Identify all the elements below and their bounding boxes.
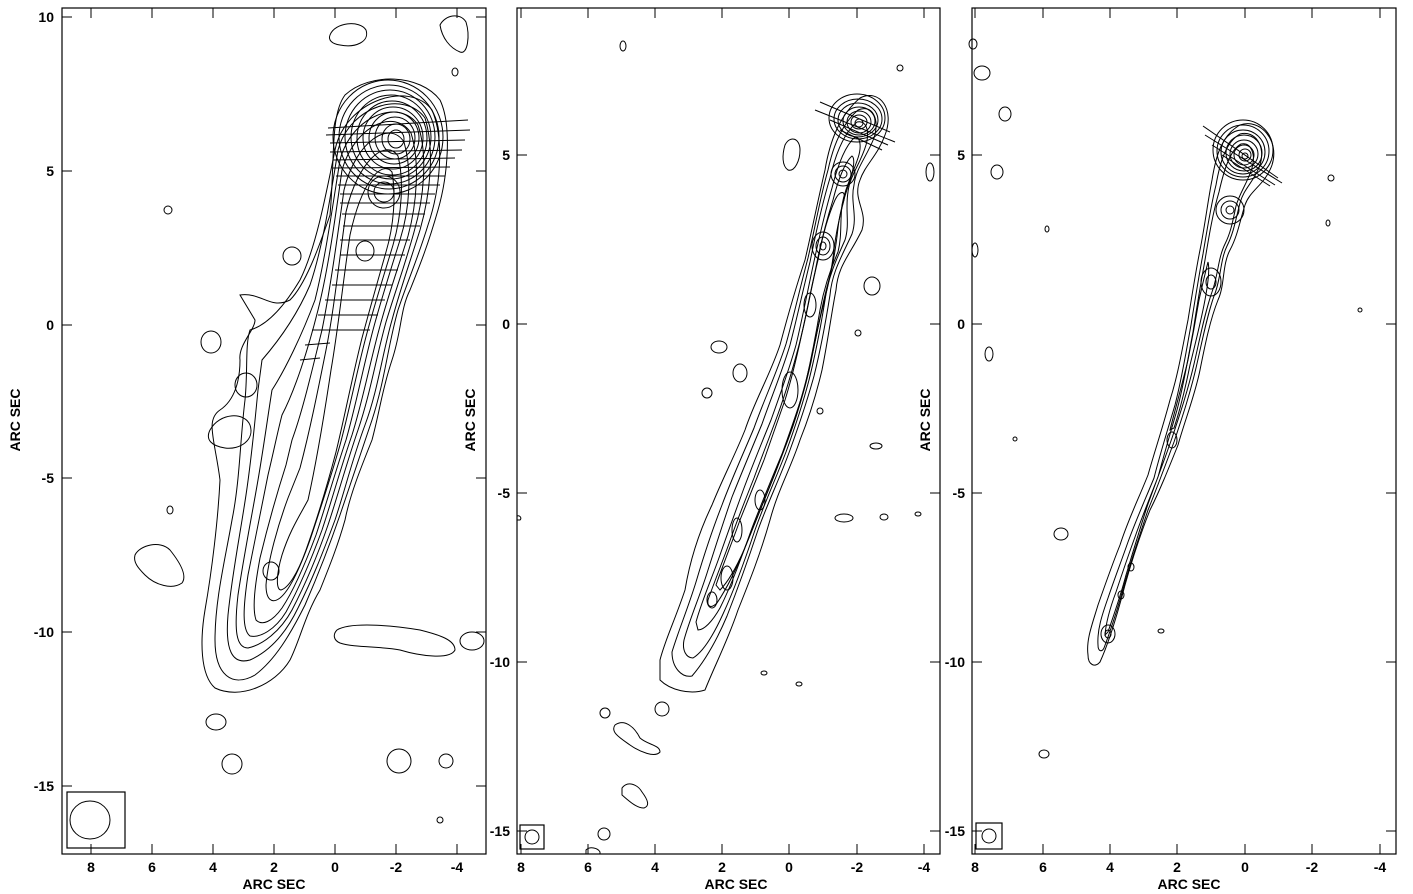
panel-right-jet-contours <box>1087 123 1275 666</box>
panel-left-x-tick-label: -2 <box>390 859 403 875</box>
panel-left-x-tick-label: 8 <box>87 859 95 875</box>
panel-left-y-tick-label: 0 <box>46 317 54 333</box>
panel-left-x-axis-label: ARC SEC <box>242 876 305 892</box>
panel-left: 8 6 4 2 0 -2 -4 10 5 0 -5 -10 -15 ARC SE… <box>7 7 487 892</box>
panel-left-y-tick-label: 10 <box>38 9 54 25</box>
panel-middle-y-ticks <box>517 154 940 832</box>
panel-right-polarization-vectors <box>1202 125 1283 187</box>
panel-middle: 8 6 4 2 0 -2 -4 5 0 -5 -10 -15 ARC SEC A… <box>462 7 941 892</box>
panel-right: 8 6 4 2 0 -2 -4 5 0 -5 -10 -15 ARC SEC A… <box>917 7 1397 892</box>
panel-right-x-tick-label: 4 <box>1106 859 1114 875</box>
panel-right-isolated-contours <box>968 38 1363 759</box>
panel-middle-x-axis-label: ARC SEC <box>704 876 767 892</box>
panel-right-frame <box>971 7 1397 855</box>
panel-left-x-tick-label: 6 <box>148 859 156 875</box>
panel-right-core-contours <box>1100 119 1274 644</box>
panel-middle-x-tick-label: -2 <box>851 859 864 875</box>
panel-middle-beam <box>519 824 545 850</box>
panel-middle-x-tick-label: 2 <box>718 859 726 875</box>
panel-right-x-tick-label: 8 <box>971 859 979 875</box>
panel-right-y-tick-label: -5 <box>953 485 966 501</box>
panel-right-y-tick-label: -10 <box>945 654 965 670</box>
panel-left-y-ticks <box>62 16 486 787</box>
panel-middle-polarization-vectors <box>814 101 896 151</box>
panel-left-y-tick-label: -10 <box>34 624 54 640</box>
panel-left-y-tick-label: -15 <box>34 778 54 794</box>
panel-right-y-tick-label: -15 <box>945 823 965 839</box>
panel-left-y-tick-label: 5 <box>46 163 54 179</box>
panel-middle-jet-contours <box>659 95 889 693</box>
panel-left-y-axis-label: ARC SEC <box>7 388 23 451</box>
panel-middle-x-tick-label: 8 <box>517 859 525 875</box>
panel-middle-x-tick-label: -4 <box>918 859 931 875</box>
panel-middle-y-tick-label: -15 <box>490 823 510 839</box>
panel-right-x-tick-label: -4 <box>1374 859 1387 875</box>
panel-left-x-tick-label: -4 <box>451 859 464 875</box>
panel-left-isolated-contours <box>134 15 485 824</box>
panel-middle-frame <box>516 7 941 855</box>
panel-middle-y-tick-label: -5 <box>498 485 511 501</box>
panel-right-y-ticks <box>972 154 1396 832</box>
panel-right-y-axis-label: ARC SEC <box>917 388 933 451</box>
panel-left-y-tick-label: -5 <box>42 470 55 486</box>
panel-left-x-tick-label: 2 <box>270 859 278 875</box>
panel-right-x-tick-label: 6 <box>1039 859 1047 875</box>
panel-middle-isolated-contours <box>516 40 935 855</box>
panel-middle-x-tick-label: 6 <box>584 859 592 875</box>
panel-middle-y-tick-label: 5 <box>502 147 510 163</box>
panel-left-x-ticks <box>90 8 458 854</box>
panel-right-beam <box>975 822 1003 850</box>
panel-left-beam <box>66 791 126 849</box>
panel-middle-y-axis-label: ARC SEC <box>462 388 478 451</box>
panel-left-x-tick-label: 4 <box>209 859 217 875</box>
panel-right-x-axis-label: ARC SEC <box>1157 876 1220 892</box>
panel-right-y-tick-label: 5 <box>957 147 965 163</box>
panel-left-jet-contours <box>201 78 448 693</box>
panel-right-x-tick-label: 0 <box>1241 859 1249 875</box>
panel-left-polarization-vectors <box>299 119 471 361</box>
panel-middle-x-tick-label: 0 <box>785 859 793 875</box>
panel-right-x-tick-label: 2 <box>1173 859 1181 875</box>
panel-middle-x-tick-label: 4 <box>651 859 659 875</box>
panel-right-x-ticks <box>974 8 1381 854</box>
panel-middle-y-tick-label: 0 <box>502 316 510 332</box>
panel-middle-y-tick-label: -10 <box>490 654 510 670</box>
panel-right-y-tick-label: 0 <box>957 316 965 332</box>
panel-right-x-tick-label: -2 <box>1306 859 1319 875</box>
panel-left-x-tick-label: 0 <box>331 859 339 875</box>
